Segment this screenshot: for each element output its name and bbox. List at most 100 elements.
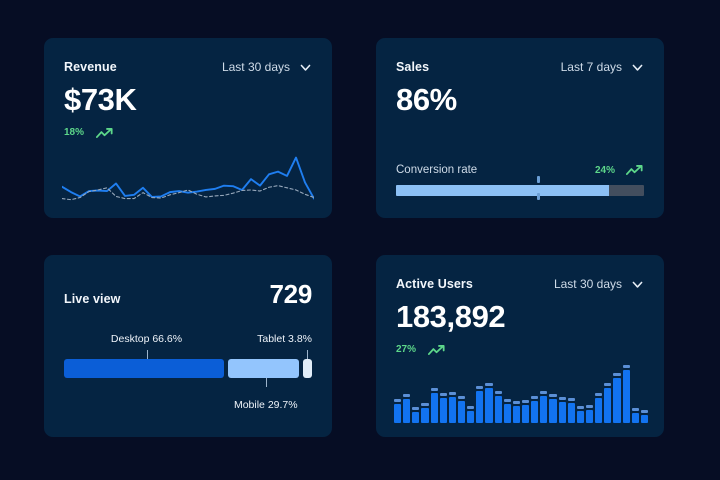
bar-column (585, 365, 594, 423)
revenue-trend: 18% (44, 118, 332, 139)
bar-body (640, 415, 648, 423)
sales-value: 86% (396, 82, 457, 117)
bar-body (485, 388, 493, 423)
bar-body (531, 400, 539, 423)
bar-column (503, 365, 511, 423)
bar-column (595, 365, 603, 423)
bar-body (549, 399, 557, 423)
conversion-rate-row: Conversion rate 24% (396, 164, 644, 176)
bar-cap (604, 383, 612, 387)
chevron-down-icon (631, 278, 644, 291)
progress-fill (396, 185, 610, 196)
bar-cap (403, 394, 411, 398)
active-users-title: Active Users (396, 277, 473, 291)
segment-label-mobile: Mobile 29.7% (233, 399, 298, 411)
bar-column (394, 365, 402, 423)
sales-range-label: Last 7 days (560, 60, 622, 74)
bar-body (576, 410, 584, 423)
bar-column (576, 365, 584, 423)
bar-column (631, 365, 639, 423)
bar-cap (521, 400, 530, 404)
device-segment-bar[interactable] (64, 359, 312, 378)
active-users-value: 183,892 (396, 299, 506, 334)
bar-column (604, 365, 612, 423)
sales-title: Sales (396, 60, 430, 74)
active-users-card: Active Users Last 30 days 183,892 27% (376, 255, 664, 437)
device-segment-mobile[interactable] (227, 359, 299, 378)
conversion-rate-percent: 24% (594, 164, 615, 176)
bar-cap (467, 405, 475, 409)
conversion-progress-bar[interactable] (396, 176, 644, 200)
bar-column (485, 365, 493, 423)
bar-body (512, 406, 520, 423)
device-segment-tablet[interactable] (302, 359, 312, 378)
progress-marker-bottom (537, 193, 541, 200)
revenue-card-header: Revenue Last 30 days (44, 38, 332, 74)
bar-body (430, 393, 438, 423)
revenue-line-chart (62, 148, 314, 206)
device-segment-desktop[interactable] (64, 359, 224, 378)
bar-cap (558, 396, 566, 400)
bar-body (567, 402, 575, 423)
segment-label-tablet: Tablet 3.8% (257, 333, 312, 345)
active-users-range-selector[interactable]: Last 30 days (554, 277, 644, 291)
progress-track (396, 185, 644, 196)
revenue-range-label: Last 30 days (221, 60, 290, 74)
revenue-line-series-current (62, 158, 314, 199)
live-view-header: Live view 729 (44, 255, 332, 310)
bar-column (476, 365, 484, 423)
live-view-title: Live view (64, 292, 121, 306)
bar-cap (421, 403, 429, 407)
bar-column (540, 365, 548, 423)
bar-cap (394, 398, 402, 402)
sales-card: Sales Last 7 days 86% Conversion rate 24… (376, 38, 664, 218)
bar-cap (457, 395, 466, 399)
trend-up-icon (626, 164, 644, 176)
bar-body (604, 388, 612, 423)
bar-body (521, 405, 530, 423)
bar-cap (576, 405, 584, 409)
active-users-trend: 27% (376, 335, 664, 356)
trend-up-icon (428, 344, 446, 356)
bar-column (640, 365, 648, 423)
sales-card-header: Sales Last 7 days (376, 38, 664, 74)
bar-cap (494, 391, 502, 395)
bar-cap (503, 398, 511, 402)
bar-column (439, 365, 447, 423)
bar-cap (430, 388, 438, 392)
bar-body (448, 397, 456, 423)
bar-body (494, 396, 502, 423)
leader-line-desktop (146, 350, 148, 359)
bar-body (558, 401, 566, 423)
progress-marker-top (537, 176, 541, 183)
revenue-line-series-previous (62, 186, 314, 200)
bar-column (467, 365, 475, 423)
chevron-down-icon (299, 61, 312, 74)
bar-column (430, 365, 438, 423)
bar-body (421, 408, 429, 423)
segment-label-desktop: Desktop 66.6% (110, 333, 183, 345)
sales-range-selector[interactable]: Last 7 days (561, 60, 644, 74)
revenue-title: Revenue (64, 60, 117, 74)
bar-column (567, 365, 575, 423)
bar-body (631, 412, 639, 423)
bar-body (467, 410, 475, 423)
bar-cap (531, 395, 539, 399)
conversion-rate-trend: 24% (595, 164, 644, 176)
bar-cap (567, 397, 575, 401)
bar-column (412, 365, 420, 423)
bar-cap (540, 391, 548, 395)
active-users-bar-chart (394, 365, 648, 423)
bar-cap (448, 392, 456, 396)
bar-cap (439, 393, 447, 397)
revenue-range-selector[interactable]: Last 30 days (222, 60, 312, 74)
bar-cap (585, 404, 594, 408)
bar-body (622, 369, 630, 423)
bar-body (595, 398, 603, 423)
bar-body (412, 411, 420, 423)
active-users-range-label: Last 30 days (553, 277, 622, 291)
conversion-rate-label: Conversion rate (396, 164, 478, 176)
bar-body (503, 403, 511, 423)
bar-cap (412, 406, 420, 410)
